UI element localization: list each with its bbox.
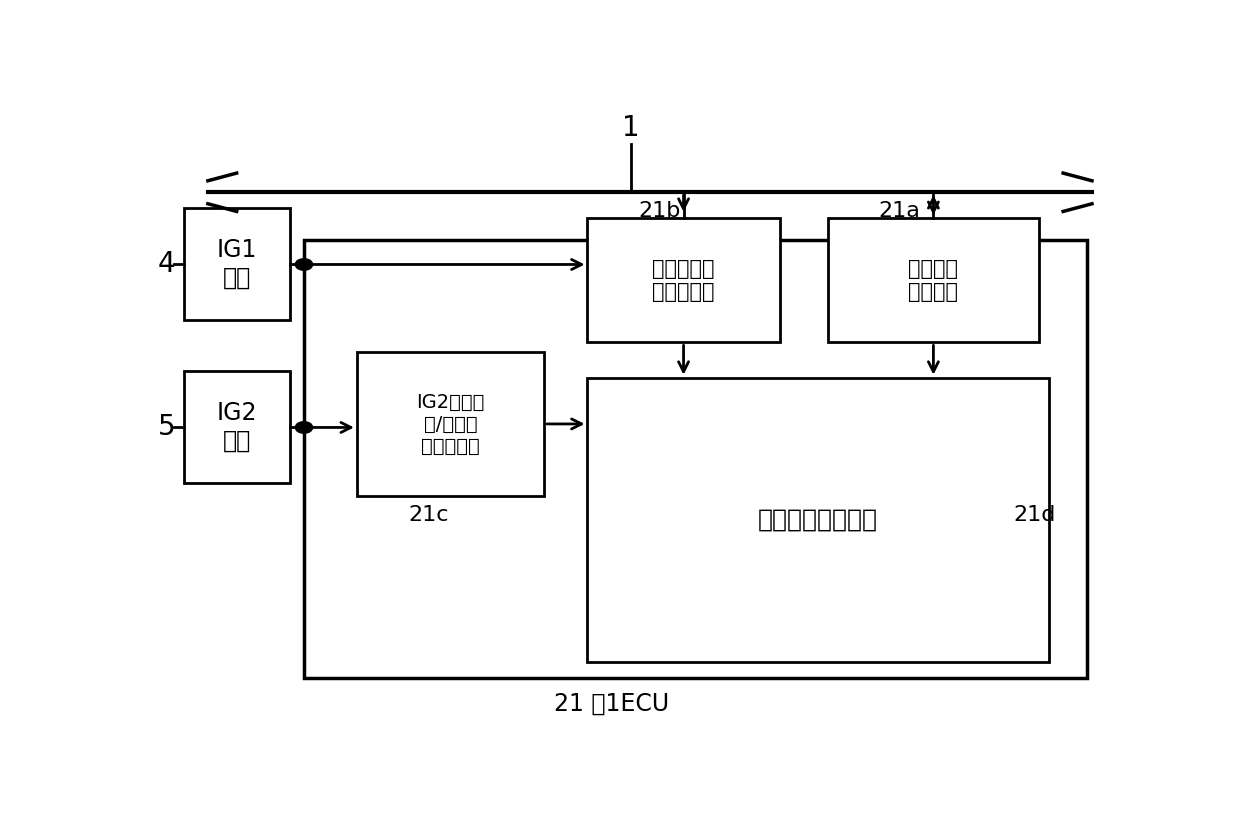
Text: 21d: 21d — [1013, 505, 1055, 525]
Circle shape — [295, 259, 312, 271]
Text: 21a: 21a — [879, 202, 921, 222]
Text: 21b: 21b — [639, 202, 681, 222]
Circle shape — [295, 422, 312, 433]
Text: 通信处理
功能单元: 通信处理 功能单元 — [909, 259, 959, 302]
Bar — [588, 378, 1049, 662]
Text: 4: 4 — [157, 251, 175, 279]
Text: 21 第1ECU: 21 第1ECU — [554, 691, 670, 715]
Text: 21c: 21c — [409, 505, 449, 525]
Text: 超时确定功能单元: 超时确定功能单元 — [758, 508, 878, 532]
Bar — [184, 208, 289, 320]
Text: IG2电源接
通/断开确
定功能单元: IG2电源接 通/断开确 定功能单元 — [417, 393, 485, 456]
Text: IG1
电源: IG1 电源 — [217, 238, 257, 290]
Text: 5: 5 — [157, 413, 175, 442]
Bar — [304, 240, 1087, 678]
Text: IG2
电源: IG2 电源 — [217, 401, 257, 453]
Text: 1: 1 — [622, 115, 640, 143]
Bar — [184, 371, 289, 483]
Text: 电源电压确
定功能单元: 电源电压确 定功能单元 — [652, 259, 714, 302]
Bar — [828, 217, 1039, 343]
Bar — [357, 352, 544, 496]
Bar — [588, 217, 780, 343]
